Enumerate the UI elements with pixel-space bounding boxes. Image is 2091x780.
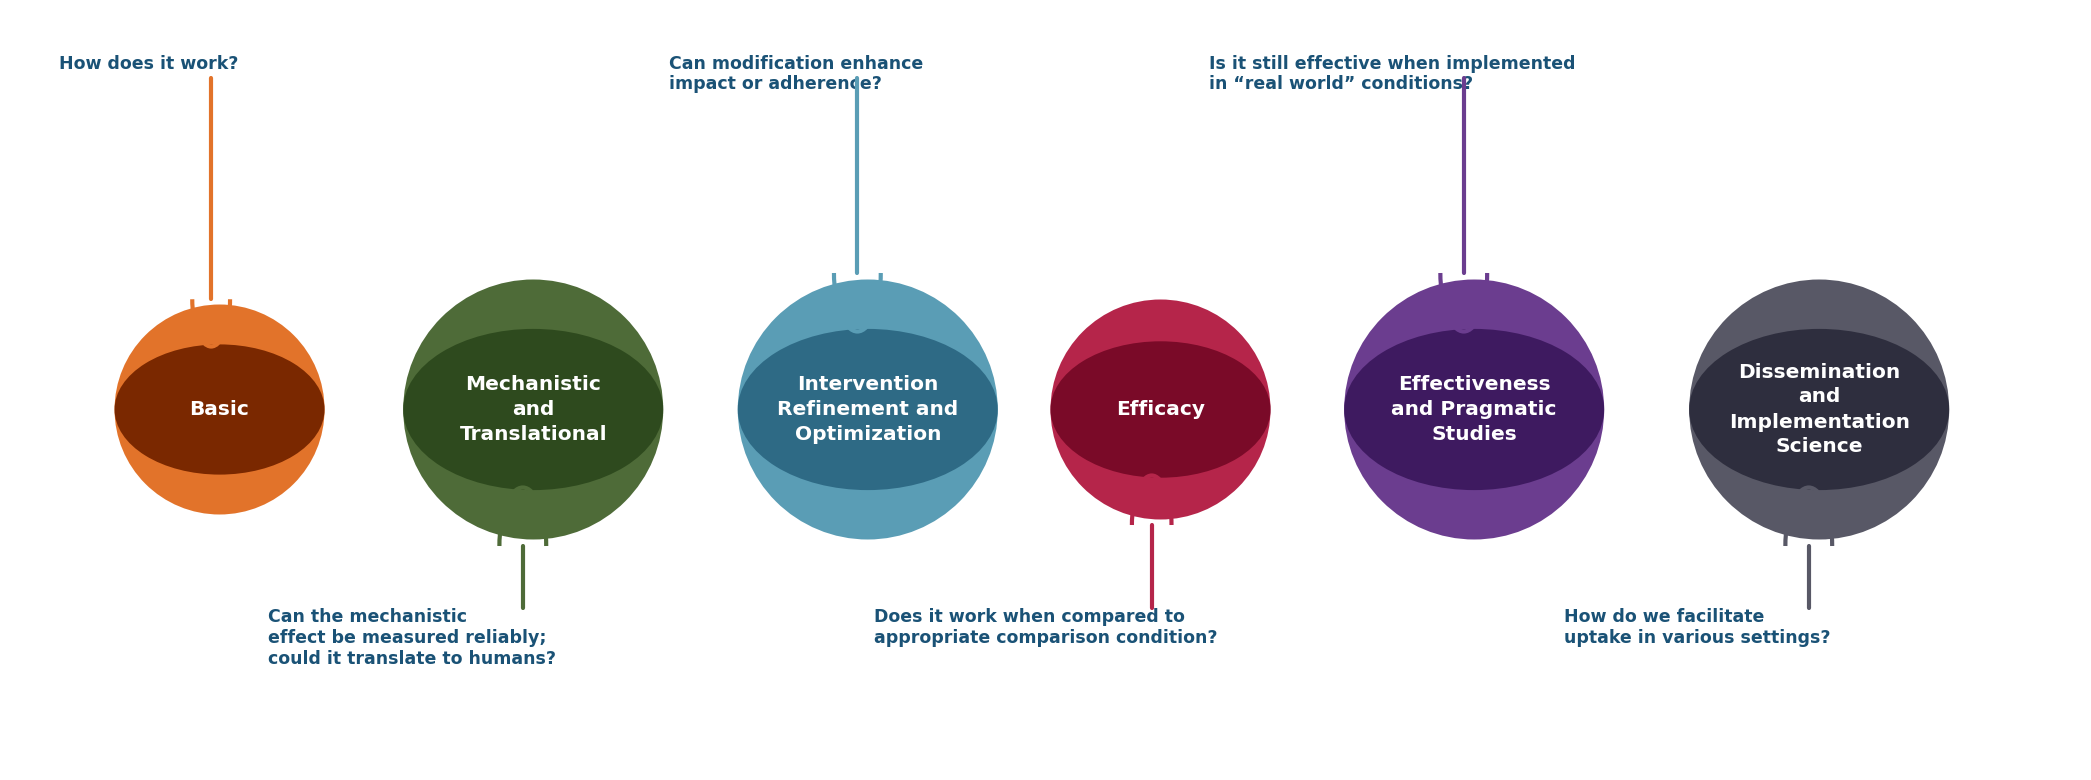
Ellipse shape: [1345, 329, 1604, 490]
Text: Intervention
Refinement and
Optimization: Intervention Refinement and Optimization: [778, 375, 958, 444]
Ellipse shape: [1345, 279, 1604, 540]
Text: Basic: Basic: [190, 400, 249, 419]
Ellipse shape: [1690, 329, 1949, 490]
Text: Dissemination
and
Implementation
Science: Dissemination and Implementation Science: [1729, 363, 1909, 456]
Ellipse shape: [1050, 300, 1271, 519]
Ellipse shape: [1050, 342, 1271, 477]
Text: Can the mechanistic
effect be measured reliably;
could it translate to humans?: Can the mechanistic effect be measured r…: [268, 608, 556, 668]
Text: Effectiveness
and Pragmatic
Studies: Effectiveness and Pragmatic Studies: [1391, 375, 1558, 444]
Text: Does it work when compared to
appropriate comparison condition?: Does it work when compared to appropriat…: [874, 608, 1217, 647]
Text: Can modification enhance
impact or adherence?: Can modification enhance impact or adher…: [669, 55, 924, 94]
Ellipse shape: [738, 329, 997, 490]
Text: How does it work?: How does it work?: [59, 55, 238, 73]
Ellipse shape: [404, 279, 663, 540]
Ellipse shape: [115, 345, 324, 474]
Ellipse shape: [115, 304, 324, 515]
Text: How do we facilitate
uptake in various settings?: How do we facilitate uptake in various s…: [1564, 608, 1830, 647]
Ellipse shape: [738, 279, 997, 540]
Ellipse shape: [1690, 279, 1949, 540]
Text: Efficacy: Efficacy: [1117, 400, 1204, 419]
Text: Mechanistic
and
Translational: Mechanistic and Translational: [460, 375, 606, 444]
Ellipse shape: [404, 329, 663, 490]
Text: Is it still effective when implemented
in “real world” conditions?: Is it still effective when implemented i…: [1209, 55, 1575, 94]
